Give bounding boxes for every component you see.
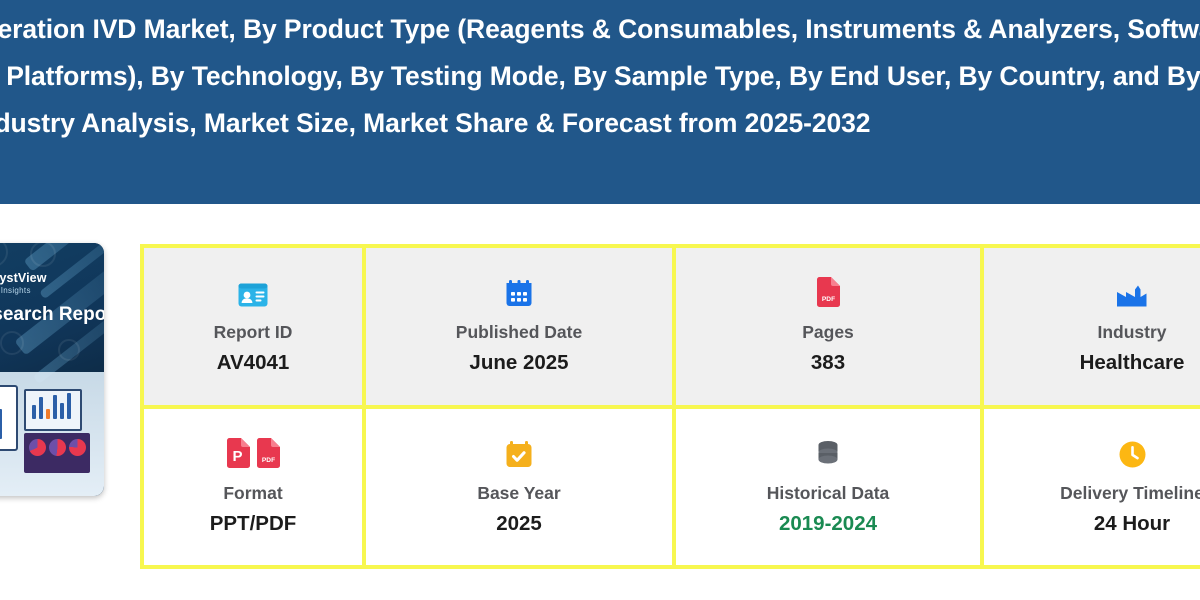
- info-cell-value: AV4041: [216, 351, 290, 375]
- thumbnail-brand-tagline: Market Insights: [0, 286, 31, 295]
- monitor-illustration-icon: [0, 385, 18, 451]
- factory-icon: [1117, 273, 1147, 307]
- info-cell-value: 383: [810, 351, 846, 375]
- pdf-file-icon: PDF: [816, 273, 840, 308]
- info-cell-label: Base Year: [477, 482, 561, 503]
- info-cell-label: Historical Data: [766, 482, 890, 503]
- info-cell-value: Healthcare: [1079, 351, 1185, 375]
- watermark-circle-icon: [30, 243, 56, 267]
- info-cell-base-year: Base Year 2025: [366, 408, 672, 565]
- info-cell-label: Format: [223, 482, 283, 503]
- report-cover-thumbnail[interactable]: AnalystView Market Insights Research Rep…: [0, 243, 104, 496]
- donut-chart-panel-icon: [24, 433, 90, 473]
- watermark-circle-icon: [0, 331, 24, 355]
- info-cell-historical-data: Historical Data 2019-2024: [676, 408, 980, 565]
- info-cell-published-date: Published Date June 2025: [366, 248, 672, 405]
- info-cell-value: 24 Hour: [1093, 511, 1171, 535]
- info-cell-label: Industry: [1097, 322, 1167, 343]
- info-cell-industry: Industry Healthcare: [984, 248, 1200, 405]
- tablet-chart-icon: [24, 389, 82, 431]
- ppt-pdf-files-icon: P PDF: [226, 434, 280, 468]
- thumbnail-heading: Research Report: [0, 304, 104, 325]
- clock-icon: [1119, 434, 1146, 468]
- ppt-file-icon: P: [227, 437, 250, 468]
- svg-text:PDF: PDF: [262, 457, 275, 464]
- calendar-check-icon: [506, 434, 532, 468]
- info-cell-label: Delivery Timeline: [1060, 482, 1200, 503]
- pdf-file-icon: PDF: [257, 437, 280, 468]
- info-cell-pages: PDF Pages 383: [676, 248, 980, 405]
- info-cell-label: Published Date: [455, 322, 583, 343]
- calendar-icon: [506, 273, 532, 307]
- info-cell-format: P PDF Format PPT/PDF: [144, 408, 362, 565]
- info-cell-value: June 2025: [469, 351, 569, 375]
- database-icon: [814, 434, 842, 468]
- report-info-grid: Report ID AV4041 Published Da: [140, 244, 1200, 569]
- info-cell-value: 2019-2024: [778, 511, 878, 535]
- info-cell-report-id: Report ID AV4041: [144, 248, 362, 405]
- page-title: Next Generation IVD Market, By Product T…: [0, 14, 1200, 138]
- svg-text:P: P: [232, 448, 242, 465]
- info-cell-label: Report ID: [213, 322, 293, 343]
- thumbnail-brand-name: AnalystView: [0, 271, 47, 285]
- info-cell-delivery-timeline: Delivery Timeline 24 Hour: [984, 408, 1200, 565]
- svg-text:PDF: PDF: [822, 296, 835, 303]
- watermark-circle-icon: [58, 339, 80, 361]
- report-header-banner: Next Generation IVD Market, By Product T…: [0, 0, 1200, 204]
- info-cell-label: Pages: [802, 322, 854, 343]
- info-cell-value: PPT/PDF: [209, 511, 297, 535]
- info-cell-value: 2025: [496, 511, 542, 535]
- id-card-icon: [238, 273, 268, 307]
